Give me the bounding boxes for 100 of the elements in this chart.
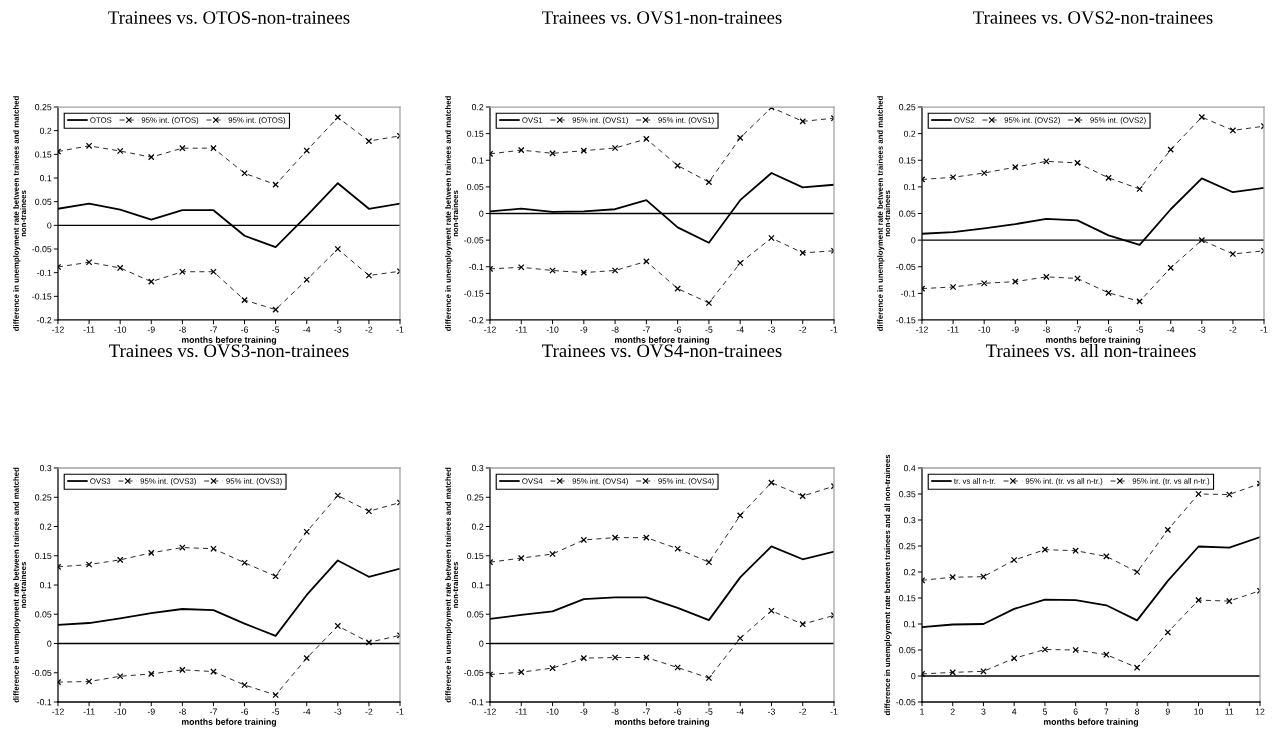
point [365,639,373,646]
y-tick-label: -0.05 [896,263,916,271]
y-tick-label: -0.1 [469,263,484,271]
x-tick-label: 5 [1042,708,1047,715]
x-tick-label: -7 [642,326,650,333]
point [272,572,279,580]
y-tick-label: -0.1 [37,699,52,706]
y-tick-label: -0.15 [464,290,484,297]
point [241,681,248,689]
y-tick-label: 0 [911,237,916,244]
x-axis-title: months before training [1043,718,1139,727]
point [980,169,988,177]
point [518,146,525,154]
x-tick-label: -6 [674,326,682,333]
x-tick-label: -6 [674,708,682,715]
x-tick-label: -8 [178,708,186,715]
point [1041,646,1049,653]
y-tick-label: 0.4 [903,465,916,472]
x-tick-label: -7 [1073,326,1081,333]
y-tick-label: 0.15 [467,552,484,560]
point [549,150,556,157]
point [241,296,248,304]
point [611,267,619,274]
point [980,573,987,580]
point [580,269,588,276]
y-tick-label: 0.25 [467,494,484,501]
y-tick-label: -0.1 [469,699,484,706]
point [1041,546,1049,553]
y-tick-label: -0.2 [37,317,52,324]
x-tick-label: -2 [365,326,373,333]
point [116,147,124,155]
x-tick-label: -3 [767,326,775,333]
x-tick-label: -12 [52,326,64,333]
point [334,245,342,253]
y-tick-label: 0.2 [903,569,916,576]
point [1195,490,1202,498]
x-tick-label: -7 [209,326,217,333]
x-tick-label: -3 [767,708,775,715]
point [179,144,186,152]
y-tick-label: 0.1 [39,175,52,182]
y-tick-label: -0.05 [464,669,484,677]
x-tick-label: -11 [947,326,959,333]
y-tick-label: 0.35 [899,491,916,498]
x-tick-label: -4 [1167,326,1175,333]
y-tick-label: 0.05 [467,183,484,191]
y-tick-label: 0.05 [467,611,484,618]
y-tick-label: -0.15 [32,293,52,300]
x-tick-label: 10 [1194,708,1204,715]
point [736,259,744,267]
point [179,666,186,674]
x-tick-label: -8 [1042,326,1050,333]
point [768,607,775,615]
point [1074,159,1081,167]
x-tick-label: -2 [365,708,373,715]
chart-title: Trainees vs. all non-trainees [985,343,1196,358]
point [1164,629,1172,636]
y-tick-label: 0.3 [39,465,52,472]
point [303,654,310,662]
y-tick-label: 0.3 [903,517,916,524]
x-axis-title: months before training [614,336,710,345]
point [1195,596,1202,604]
y-tick-label: -0.05 [32,246,52,253]
x-tick-label: -4 [736,708,744,715]
y-tick-label: 0.2 [471,523,484,530]
point [1043,273,1050,281]
x-tick-label: -4 [303,708,311,715]
y-tick-label: -0.05 [32,669,52,677]
point [241,170,248,177]
x-tick-label: 8 [1135,708,1140,715]
y-tick-label: -0.2 [469,317,484,324]
y-tick-label: 0.1 [903,183,916,191]
x-tick-label: -3 [334,326,342,333]
point [1105,289,1112,297]
x-tick-label: -8 [178,326,186,333]
x-tick-label: -10 [978,326,991,333]
x-tick-label: -11 [515,708,527,715]
x-tick-label: -8 [611,708,619,715]
x-tick-label: -1 [1260,326,1268,333]
y-tick-label: 0.2 [39,127,52,134]
point [85,678,93,685]
y-tick-label: 0.1 [471,582,484,589]
point [1133,664,1141,671]
point [611,534,619,541]
y-tick-label: 0.1 [39,582,52,589]
y-tick-label: 0.05 [899,210,916,217]
x-tick-label: -3 [1198,326,1206,333]
y-tick-label: 0.15 [899,157,916,164]
point [1010,556,1018,564]
y-tick-label: 0.25 [899,543,916,550]
point [272,691,279,699]
point [799,249,806,257]
x-tick-label: -2 [1229,326,1237,333]
point [1226,491,1233,498]
point [241,559,248,567]
x-axis-title: months before training [614,718,710,727]
point [210,545,217,552]
x-tick-label: -10 [546,326,559,333]
point [949,174,957,181]
x-tick-label: 3 [981,708,986,715]
x-tick-label: 12 [1255,708,1265,715]
